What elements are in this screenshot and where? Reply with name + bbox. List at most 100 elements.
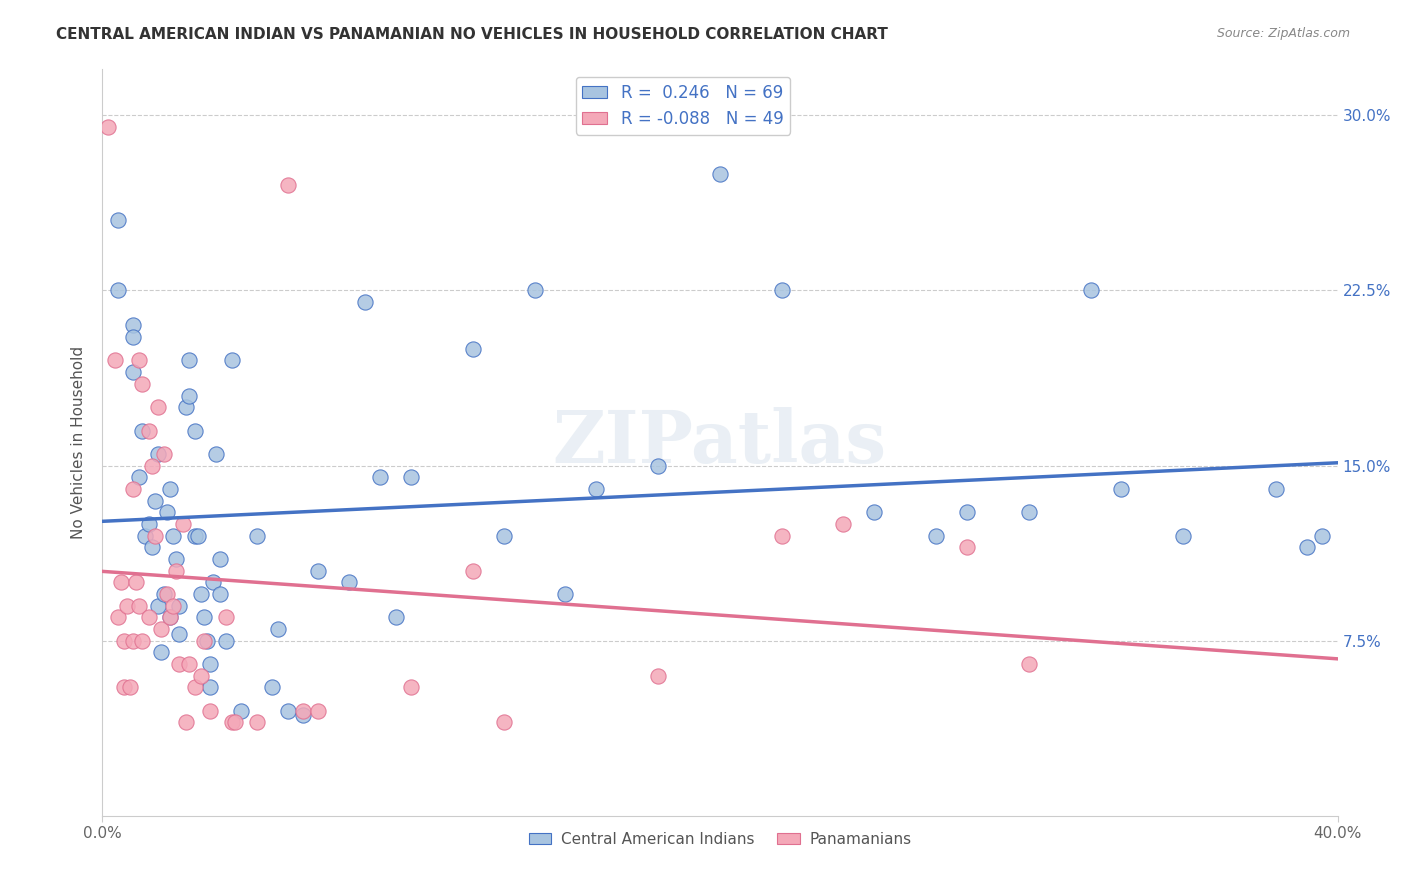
Point bbox=[169, 599, 191, 613]
Point bbox=[131, 376, 153, 391]
Point bbox=[149, 622, 172, 636]
Point bbox=[585, 482, 607, 496]
Text: CENTRAL AMERICAN INDIAN VS PANAMANIAN NO VEHICLES IN HOUSEHOLD CORRELATION CHART: CENTRAL AMERICAN INDIAN VS PANAMANIAN NO… bbox=[56, 27, 889, 42]
Point bbox=[246, 715, 269, 730]
Point bbox=[143, 528, 166, 542]
Point bbox=[128, 470, 150, 484]
Point bbox=[146, 447, 169, 461]
Point bbox=[492, 715, 515, 730]
Point bbox=[399, 470, 422, 484]
Point bbox=[190, 669, 212, 683]
Point bbox=[165, 552, 187, 566]
Point bbox=[110, 575, 132, 590]
Point bbox=[190, 587, 212, 601]
Point bbox=[159, 482, 181, 496]
Point bbox=[146, 400, 169, 414]
Point bbox=[368, 470, 391, 484]
Point bbox=[131, 633, 153, 648]
Point bbox=[193, 633, 215, 648]
Point bbox=[97, 120, 120, 134]
Point bbox=[492, 528, 515, 542]
Point bbox=[200, 704, 222, 718]
Point bbox=[221, 353, 243, 368]
Point bbox=[307, 564, 329, 578]
Point bbox=[262, 681, 284, 695]
Point bbox=[112, 681, 135, 695]
Point bbox=[291, 704, 314, 718]
Point bbox=[523, 284, 546, 298]
Point bbox=[246, 528, 269, 542]
Point bbox=[647, 669, 669, 683]
Point bbox=[1080, 284, 1102, 298]
Point bbox=[187, 528, 209, 542]
Point bbox=[177, 388, 200, 402]
Point bbox=[925, 528, 948, 542]
Point bbox=[1111, 482, 1133, 496]
Point bbox=[153, 447, 176, 461]
Point bbox=[156, 505, 179, 519]
Point bbox=[141, 458, 163, 473]
Point bbox=[337, 575, 360, 590]
Point bbox=[770, 528, 793, 542]
Point bbox=[122, 318, 145, 333]
Point bbox=[231, 704, 253, 718]
Point bbox=[832, 516, 855, 531]
Point bbox=[128, 599, 150, 613]
Point bbox=[307, 704, 329, 718]
Point bbox=[202, 575, 225, 590]
Point bbox=[103, 353, 125, 368]
Point bbox=[1264, 482, 1286, 496]
Point bbox=[709, 167, 731, 181]
Point bbox=[195, 633, 218, 648]
Point bbox=[276, 704, 298, 718]
Point bbox=[115, 599, 138, 613]
Point bbox=[554, 587, 576, 601]
Point bbox=[224, 715, 246, 730]
Point bbox=[184, 424, 207, 438]
Y-axis label: No Vehicles in Household: No Vehicles in Household bbox=[72, 345, 86, 539]
Point bbox=[200, 657, 222, 671]
Point bbox=[172, 516, 194, 531]
Point bbox=[122, 365, 145, 379]
Point bbox=[165, 564, 187, 578]
Point bbox=[177, 353, 200, 368]
Legend: R =  0.246   N = 69, R = -0.088   N = 49: R = 0.246 N = 69, R = -0.088 N = 49 bbox=[575, 77, 790, 135]
Point bbox=[149, 645, 172, 659]
Point bbox=[267, 622, 290, 636]
Point bbox=[138, 610, 160, 624]
Point bbox=[215, 633, 238, 648]
Point bbox=[1310, 528, 1333, 542]
Point bbox=[112, 633, 135, 648]
Point bbox=[122, 633, 145, 648]
Point bbox=[1018, 505, 1040, 519]
Point bbox=[107, 284, 129, 298]
Point bbox=[200, 681, 222, 695]
Point bbox=[956, 505, 979, 519]
Point bbox=[770, 284, 793, 298]
Point bbox=[162, 599, 184, 613]
Point bbox=[353, 295, 375, 310]
Point bbox=[1295, 541, 1317, 555]
Point bbox=[125, 575, 148, 590]
Point bbox=[138, 424, 160, 438]
Text: ZIPatlas: ZIPatlas bbox=[553, 407, 887, 478]
Point bbox=[956, 541, 979, 555]
Text: Source: ZipAtlas.com: Source: ZipAtlas.com bbox=[1216, 27, 1350, 40]
Point bbox=[461, 342, 484, 356]
Point bbox=[193, 610, 215, 624]
Point bbox=[122, 330, 145, 344]
Point bbox=[215, 610, 238, 624]
Point bbox=[159, 610, 181, 624]
Point bbox=[208, 552, 231, 566]
Point bbox=[1018, 657, 1040, 671]
Point bbox=[647, 458, 669, 473]
Point bbox=[384, 610, 406, 624]
Point bbox=[122, 482, 145, 496]
Point bbox=[174, 715, 197, 730]
Point bbox=[205, 447, 228, 461]
Point bbox=[159, 610, 181, 624]
Point bbox=[138, 516, 160, 531]
Point bbox=[146, 599, 169, 613]
Point bbox=[184, 681, 207, 695]
Point bbox=[461, 564, 484, 578]
